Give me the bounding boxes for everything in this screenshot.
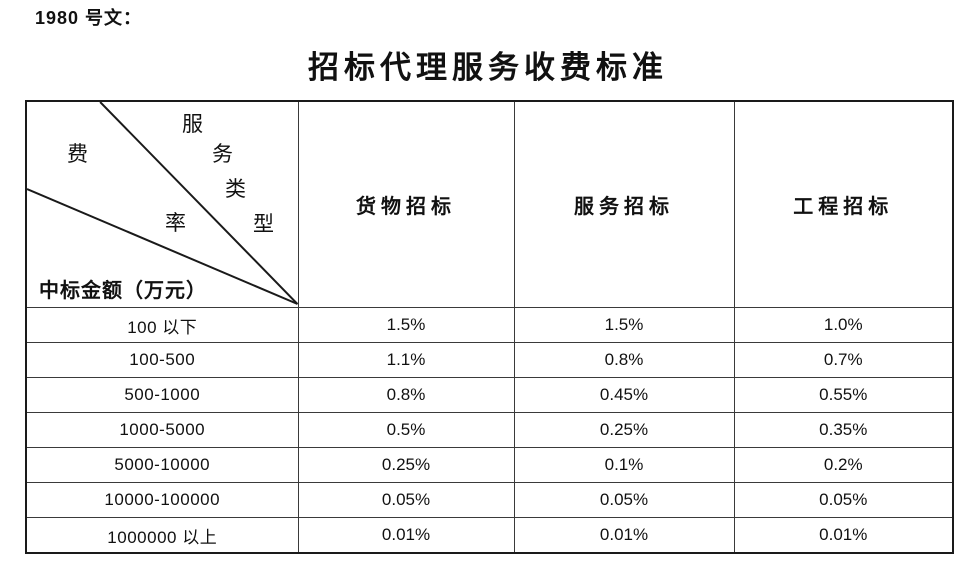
amount-range-cell: 1000000 以上 xyxy=(25,517,299,554)
corner-char-lei: 类 xyxy=(225,177,246,201)
rate-cell-engineering: 0.2% xyxy=(733,447,954,483)
amount-range-cell: 100-500 xyxy=(25,342,299,378)
rate-cell-goods: 0.01% xyxy=(297,517,515,554)
table-row: 5000-10000 0.25% 0.1% 0.2% xyxy=(25,447,954,483)
rate-cell-goods: 1.1% xyxy=(297,342,515,378)
corner-char-wu: 务 xyxy=(212,142,233,166)
corner-char-service: 服 xyxy=(182,112,203,136)
table-row: 10000-100000 0.05% 0.05% 0.05% xyxy=(25,482,954,518)
rate-cell-goods: 0.5% xyxy=(297,412,515,448)
rate-cell-services: 0.01% xyxy=(513,517,735,554)
rate-cell-goods: 0.25% xyxy=(297,447,515,483)
rate-cell-services: 0.45% xyxy=(513,377,735,413)
rate-cell-goods: 0.05% xyxy=(297,482,515,518)
amount-range-cell: 500-1000 xyxy=(25,377,299,413)
column-header-goods: 货物招标 xyxy=(297,100,515,308)
rate-cell-services: 0.1% xyxy=(513,447,735,483)
rate-cell-engineering: 0.05% xyxy=(733,482,954,518)
table-row: 1000-5000 0.5% 0.25% 0.35% xyxy=(25,412,954,448)
rate-cell-engineering: 0.7% xyxy=(733,342,954,378)
corner-char-xing: 型 xyxy=(253,212,274,236)
fee-table: 服 务 类 型 费 率 中标金额（万元） 货物招标 服务招标 工程招标 100 … xyxy=(25,100,954,554)
diagonal-split-lines xyxy=(27,102,298,305)
amount-axis-label: 中标金额（万元） xyxy=(39,280,207,302)
rate-cell-goods: 0.8% xyxy=(297,377,515,413)
doc-ref-label: 1980 号文： xyxy=(35,8,143,28)
table-row: 1000000 以上 0.01% 0.01% 0.01% xyxy=(25,517,954,554)
rate-cell-services: 1.5% xyxy=(513,307,735,343)
amount-range-cell: 5000-10000 xyxy=(25,447,299,483)
rate-cell-engineering: 1.0% xyxy=(733,307,954,343)
table-row: 100 以下 1.5% 1.5% 1.0% xyxy=(25,307,954,343)
rate-cell-services: 0.25% xyxy=(513,412,735,448)
corner-char-fei: 费 xyxy=(67,142,88,166)
corner-char-lv: 率 xyxy=(165,211,186,235)
amount-range-cell: 100 以下 xyxy=(25,307,299,343)
amount-range-cell: 10000-100000 xyxy=(25,482,299,518)
table-row: 100-500 1.1% 0.8% 0.7% xyxy=(25,342,954,378)
amount-range-cell: 1000-5000 xyxy=(25,412,299,448)
rate-cell-engineering: 0.01% xyxy=(733,517,954,554)
rate-cell-services: 0.8% xyxy=(513,342,735,378)
page-title: 招标代理服务收费标准 xyxy=(308,50,668,85)
diagonal-header-cell: 服 务 类 型 费 率 中标金额（万元） xyxy=(25,100,299,308)
rate-cell-engineering: 0.55% xyxy=(733,377,954,413)
rate-cell-services: 0.05% xyxy=(513,482,735,518)
column-header-engineering: 工程招标 xyxy=(733,100,954,308)
column-header-services: 服务招标 xyxy=(513,100,735,308)
table-header-row: 服 务 类 型 费 率 中标金额（万元） 货物招标 服务招标 工程招标 xyxy=(25,100,954,308)
rate-cell-engineering: 0.35% xyxy=(733,412,954,448)
rate-cell-goods: 1.5% xyxy=(297,307,515,343)
table-row: 500-1000 0.8% 0.45% 0.55% xyxy=(25,377,954,413)
